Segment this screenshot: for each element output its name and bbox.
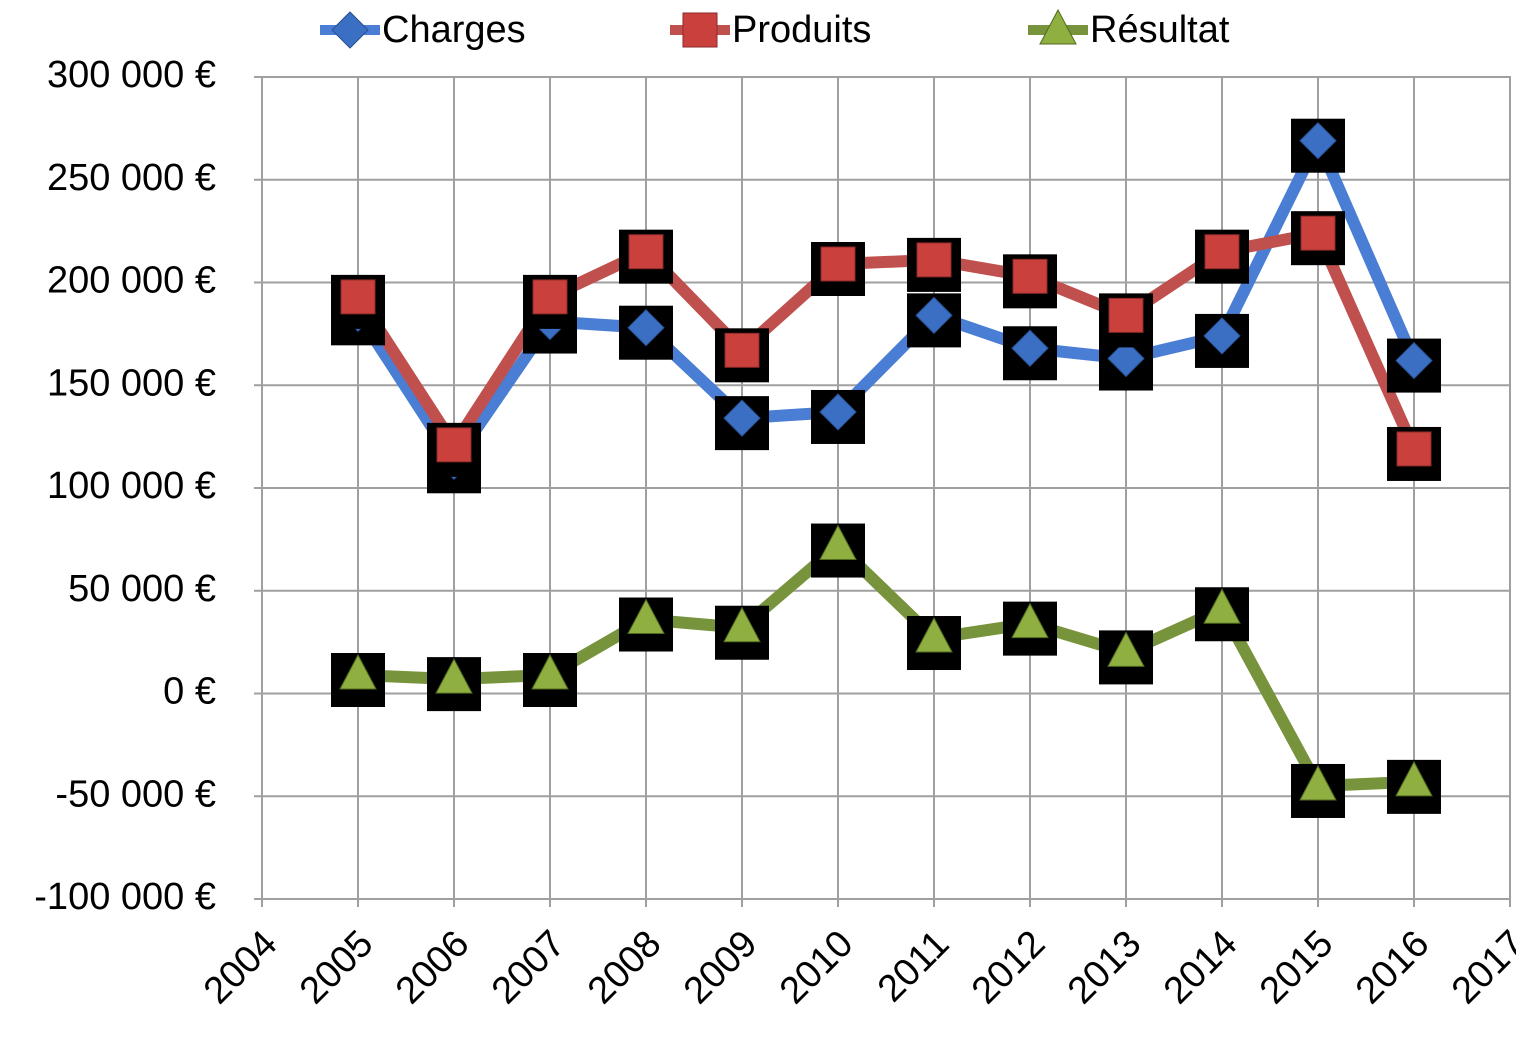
marker <box>1395 341 1433 380</box>
x-tick-label: 2004 <box>196 923 285 1012</box>
legend-label: Charges <box>382 9 526 51</box>
legend-symbol <box>331 11 369 49</box>
series-line <box>357 539 1415 792</box>
x-tick-label: 2009 <box>676 923 765 1012</box>
y-tick-label: 250 000 € <box>47 157 216 199</box>
marker <box>340 279 376 315</box>
marker <box>723 399 761 437</box>
marker <box>1299 121 1337 160</box>
marker <box>724 332 760 368</box>
marker <box>1012 258 1048 294</box>
marker <box>1396 431 1432 467</box>
legend-label: Résultat <box>1090 9 1230 51</box>
marker <box>435 658 473 694</box>
marker <box>1203 317 1241 355</box>
marker <box>1108 297 1144 333</box>
marker <box>1107 339 1145 378</box>
marker <box>339 653 377 690</box>
series-line <box>352 134 1420 468</box>
legend-symbol <box>682 12 718 48</box>
marker <box>436 427 472 463</box>
marker <box>627 598 665 635</box>
x-tick-label: 2008 <box>580 923 669 1012</box>
legend-marker <box>331 11 369 49</box>
y-tick-label: 0 € <box>163 671 216 713</box>
marker <box>723 606 761 643</box>
marker <box>1300 215 1336 251</box>
x-tick-label: 2015 <box>1252 923 1341 1012</box>
x-tick-label: 2005 <box>292 923 381 1012</box>
x-tick-label: 2016 <box>1348 923 1437 1012</box>
y-tick-label: 200 000 € <box>47 260 216 302</box>
marker <box>1395 760 1433 797</box>
marker <box>915 616 953 653</box>
marker <box>820 246 856 282</box>
legend-marker <box>1039 8 1077 45</box>
x-tick-label: 2013 <box>1060 923 1149 1012</box>
legend-label: Produits <box>732 9 871 51</box>
marker <box>915 296 953 335</box>
marker <box>628 234 664 270</box>
marker <box>819 393 857 431</box>
x-tick-label: 2010 <box>772 923 861 1012</box>
y-tick-label: 50 000 € <box>68 568 216 610</box>
x-tick-label: 2006 <box>388 923 477 1012</box>
marker <box>1299 764 1337 801</box>
marker <box>1107 631 1145 667</box>
x-tick-label: 2012 <box>964 923 1053 1012</box>
legend-marker <box>682 12 718 48</box>
marker <box>916 242 952 278</box>
x-tick-label: 2017 <box>1444 923 1516 1012</box>
y-tick-label: 100 000 € <box>47 465 216 507</box>
marker <box>1011 329 1049 367</box>
x-tick-label: 2011 <box>870 923 957 1010</box>
marker <box>1204 234 1240 270</box>
marker <box>627 309 665 347</box>
y-tick-label: 300 000 € <box>47 54 216 96</box>
x-tick-label: 2007 <box>484 923 573 1012</box>
y-tick-label: -50 000 € <box>55 773 216 815</box>
legend-symbol <box>1039 8 1077 45</box>
marker <box>1011 602 1049 639</box>
x-tick-label: 2014 <box>1156 923 1245 1012</box>
y-tick-label: 150 000 € <box>47 362 216 404</box>
marker <box>531 653 569 690</box>
marker <box>1203 588 1241 624</box>
marker <box>819 524 857 561</box>
marker <box>532 279 568 315</box>
y-tick-label: -100 000 € <box>34 876 216 918</box>
